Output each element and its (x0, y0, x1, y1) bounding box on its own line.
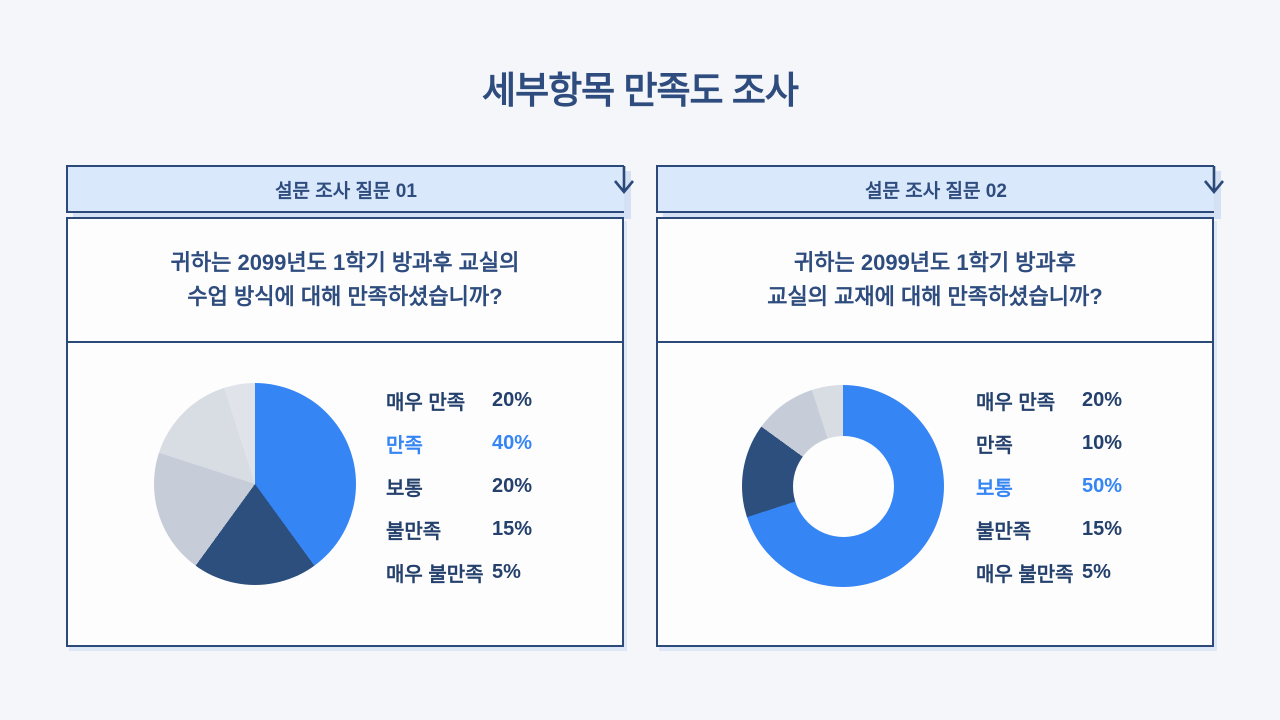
page-title: 세부항목 만족도 조사 (482, 70, 799, 111)
legend-value: 20% (492, 475, 533, 497)
panel1-question: 귀하는 2099년도 1학기 방과후 교실의 수업 방식에 대해 만족하셨습니까… (68, 219, 622, 343)
panel2-question-line1: 귀하는 2099년도 1학기 방과후 (794, 249, 1076, 275)
panel2-header[interactable]: 설문 조사 질문 02 (656, 165, 1225, 213)
legend-value: 15% (1082, 518, 1123, 540)
legend-row: 만족 40% (386, 422, 606, 465)
legend-row: 매우 불만족 5% (386, 551, 606, 594)
legend-row: 보통 50% (976, 465, 1196, 508)
pie-chart-question1 (154, 383, 356, 585)
legend-label: 매우 만족 (386, 392, 466, 414)
panel1-question-line1: 귀하는 2099년도 1학기 방과후 교실의 (170, 249, 520, 275)
legend-row: 매우 만족 20% (386, 379, 606, 422)
chevron-down-icon (613, 166, 635, 195)
panel1-legend: 매우 만족 20% 만족 40% 보통 20% 불만족 15% 매우 불만족 (386, 379, 606, 594)
legend-label: 불만족 (976, 521, 1032, 543)
legend-label: 매우 불만족 (976, 564, 1074, 586)
legend-row: 불만족 15% (386, 508, 606, 551)
legend-value: 15% (492, 518, 533, 540)
legend-value: 5% (1082, 561, 1111, 583)
legend-label: 보통 (386, 478, 423, 500)
legend-label: 보통 (976, 478, 1013, 500)
legend-row: 매우 만족 20% (976, 379, 1196, 422)
legend-row: 매우 불만족 5% (976, 551, 1196, 594)
legend-row: 불만족 15% (976, 508, 1196, 551)
panel1-question-line2: 수업 방식에 대해 만족하셨습니까? (187, 284, 503, 309)
panel2-legend: 매우 만족 20% 만족 10% 보통 50% 불만족 15% 매우 불만족 (976, 379, 1196, 594)
panel1-chart-area: 매우 만족 20% 만족 40% 보통 20% 불만족 15% 매우 불만족 (68, 343, 622, 645)
legend-row: 보통 20% (386, 465, 606, 508)
panel1-header[interactable]: 설문 조사 질문 01 (66, 165, 635, 213)
legend-label: 만족 (386, 435, 423, 457)
legend-value: 10% (1082, 432, 1123, 454)
panel2-question-line2: 교실의 교재에 대해 만족하셨습니까? (767, 284, 1103, 309)
legend-value: 20% (1082, 389, 1123, 411)
panel2-body: 귀하는 2099년도 1학기 방과후 교실의 교재에 대해 만족하셨습니까? 매… (656, 217, 1214, 647)
legend-label: 불만족 (386, 521, 442, 543)
legend-label: 매우 불만족 (386, 564, 484, 586)
chevron-down-icon (1203, 166, 1225, 195)
legend-label: 매우 만족 (976, 392, 1056, 414)
panel1-header-label: 설문 조사 질문 01 (275, 180, 417, 202)
legend-value: 20% (492, 389, 533, 411)
panel2-header-label: 설문 조사 질문 02 (865, 180, 1007, 202)
panel2-question: 귀하는 2099년도 1학기 방과후 교실의 교재에 대해 만족하셨습니까? (658, 219, 1212, 343)
legend-value: 5% (492, 561, 521, 583)
legend-row: 만족 10% (976, 422, 1196, 465)
donut-chart-question2 (742, 385, 944, 587)
legend-label: 만족 (976, 435, 1013, 457)
legend-value: 40% (492, 432, 533, 454)
panel1-body: 귀하는 2099년도 1학기 방과후 교실의 수업 방식에 대해 만족하셨습니까… (66, 217, 624, 647)
legend-value: 50% (1082, 475, 1123, 497)
panel2-chart-area: 매우 만족 20% 만족 10% 보통 50% 불만족 15% 매우 불만족 (658, 343, 1212, 645)
